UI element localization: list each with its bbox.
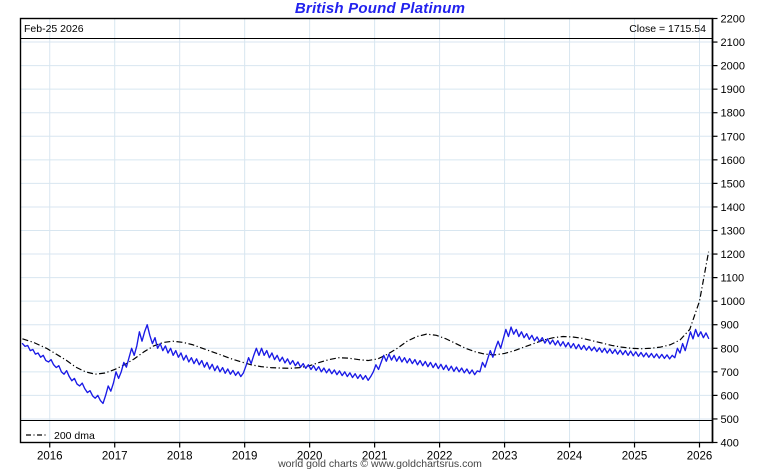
svg-text:900: 900 [721, 320, 739, 332]
svg-text:1600: 1600 [721, 155, 745, 167]
date-label: Feb-25 2026 [24, 23, 84, 35]
close-label: Close = 1715.54 [629, 23, 706, 35]
svg-text:2025: 2025 [622, 451, 648, 463]
footer-credit: world gold charts © www.goldchartsrus.co… [278, 458, 482, 470]
chart-legend: 200 dma [26, 430, 95, 442]
svg-text:1400: 1400 [721, 202, 745, 214]
grid-lines [20, 18, 713, 443]
svg-text:700: 700 [721, 367, 739, 379]
svg-text:2020: 2020 [297, 451, 323, 463]
svg-text:2000: 2000 [721, 61, 745, 73]
svg-text:2200: 2200 [721, 14, 745, 26]
svg-text:800: 800 [721, 343, 739, 355]
svg-text:2017: 2017 [102, 451, 128, 463]
svg-text:2026: 2026 [687, 451, 713, 463]
svg-text:600: 600 [721, 390, 739, 402]
svg-text:2023: 2023 [492, 451, 518, 463]
dma-series-line [22, 251, 710, 375]
chart-annotations: Feb-25 2026 Close = 1715.54 [24, 23, 706, 35]
legend-dma-label: 200 dma [54, 430, 95, 442]
page-title: British Pound Platinum [294, 0, 466, 17]
svg-text:1700: 1700 [721, 131, 745, 143]
svg-text:1900: 1900 [721, 84, 745, 96]
svg-text:1200: 1200 [721, 249, 745, 261]
svg-text:1300: 1300 [721, 226, 745, 238]
svg-text:400: 400 [721, 438, 739, 450]
svg-text:1000: 1000 [721, 296, 745, 308]
axis-tick-labels: 400 500 600 700 800 900 1000 1100 1200 1300 1400 15… [37, 14, 745, 463]
svg-text:2021: 2021 [362, 451, 388, 463]
svg-text:2100: 2100 [721, 37, 745, 49]
svg-text:1100: 1100 [721, 273, 745, 285]
svg-text:2024: 2024 [557, 451, 583, 463]
price-series-line [21, 324, 710, 405]
axis-lines [19, 17, 718, 448]
svg-text:2022: 2022 [427, 451, 453, 463]
svg-text:2019: 2019 [232, 451, 258, 463]
svg-text:2018: 2018 [167, 451, 193, 463]
svg-text:1800: 1800 [721, 108, 745, 120]
svg-text:1500: 1500 [721, 178, 745, 190]
svg-text:2016: 2016 [37, 451, 63, 463]
svg-text:500: 500 [721, 414, 739, 426]
